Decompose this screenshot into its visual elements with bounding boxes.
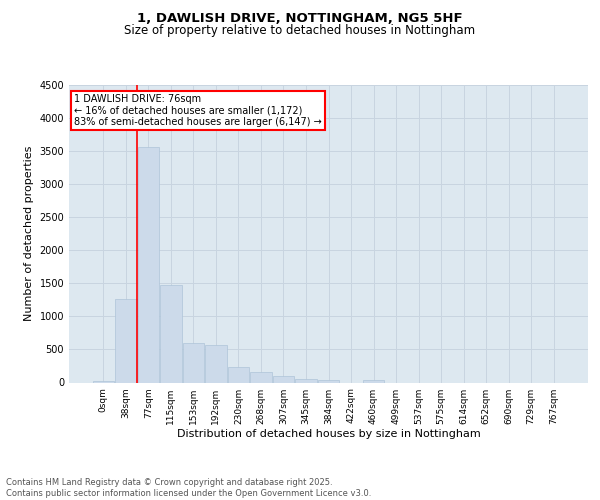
Text: 1, DAWLISH DRIVE, NOTTINGHAM, NG5 5HF: 1, DAWLISH DRIVE, NOTTINGHAM, NG5 5HF bbox=[137, 12, 463, 26]
Bar bbox=[205, 345, 227, 383]
Bar bbox=[295, 379, 317, 382]
Bar bbox=[228, 368, 249, 382]
Bar bbox=[115, 298, 137, 382]
X-axis label: Distribution of detached houses by size in Nottingham: Distribution of detached houses by size … bbox=[176, 430, 481, 440]
Bar bbox=[182, 343, 204, 382]
Text: Contains HM Land Registry data © Crown copyright and database right 2025.
Contai: Contains HM Land Registry data © Crown c… bbox=[6, 478, 371, 498]
Bar bbox=[160, 284, 182, 382]
Text: Size of property relative to detached houses in Nottingham: Size of property relative to detached ho… bbox=[124, 24, 476, 37]
Bar bbox=[273, 376, 294, 382]
Y-axis label: Number of detached properties: Number of detached properties bbox=[24, 146, 34, 322]
Bar bbox=[250, 372, 272, 382]
Bar bbox=[363, 380, 384, 382]
Bar bbox=[137, 147, 159, 382]
Bar bbox=[92, 380, 114, 382]
Text: 1 DAWLISH DRIVE: 76sqm
← 16% of detached houses are smaller (1,172)
83% of semi-: 1 DAWLISH DRIVE: 76sqm ← 16% of detached… bbox=[74, 94, 322, 127]
Bar bbox=[318, 380, 339, 382]
